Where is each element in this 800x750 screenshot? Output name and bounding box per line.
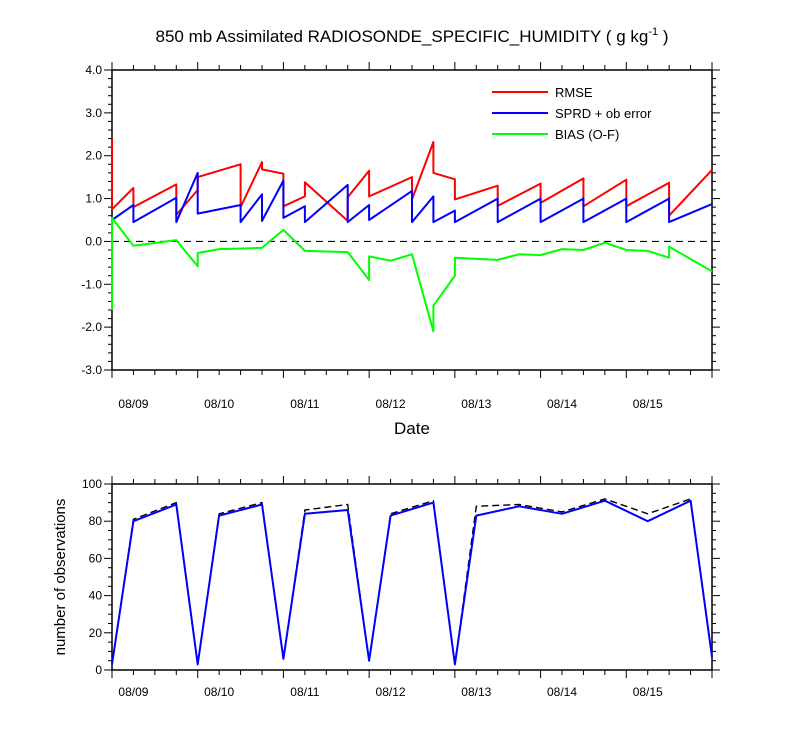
- x-tick-label: 08/11: [290, 685, 319, 699]
- y-tick-label: 3.0: [85, 106, 102, 120]
- x-tick-label: 08/14: [547, 397, 577, 411]
- legend-entry: BIAS (O-F): [555, 127, 619, 142]
- y-tick-label: -3.0: [81, 363, 102, 377]
- bias-series-line: [111, 216, 713, 333]
- x-tick-label: 08/09: [118, 397, 148, 411]
- y-tick-label: 0: [95, 663, 102, 677]
- x-tick-label: 08/12: [376, 685, 406, 699]
- y-tick-label: 2.0: [85, 149, 102, 163]
- x-tick-label: 08/15: [633, 685, 663, 699]
- sprd-ob-error-series-line: [111, 171, 713, 224]
- x-axis-label: Date: [394, 419, 430, 438]
- y-tick-label: 4.0: [85, 63, 102, 77]
- y-tick-label: 20: [89, 626, 103, 640]
- y-tick-label: 60: [89, 551, 103, 565]
- y-axis-label: number of observations: [52, 499, 69, 656]
- x-tick-label: 08/11: [290, 397, 319, 411]
- legend-entry: SPRD + ob error: [555, 106, 652, 121]
- y-tick-label: -1.0: [81, 277, 102, 291]
- x-tick-label: 08/13: [461, 397, 491, 411]
- legend: RMSE SPRD + ob error BIAS (O-F): [492, 85, 652, 142]
- y-tick-label: -2.0: [81, 320, 102, 334]
- x-tick-label: 08/10: [204, 685, 234, 699]
- x-tick-label: 08/12: [376, 397, 406, 411]
- y-tick-label: 100: [82, 477, 102, 491]
- chart-title: 850 mb Assimilated RADIOSONDE_SPECIFIC_H…: [156, 26, 669, 46]
- y-tick-label: 40: [89, 589, 103, 603]
- bottom-panel-observation-counts: 0 20 40 60 80 100 08/09 08/10 08/11 08/12 08/13 08/…: [52, 476, 720, 699]
- observations-assimilated-line: [111, 499, 713, 666]
- plot-frame: [111, 483, 713, 671]
- y-tick-label: 0.0: [85, 234, 102, 248]
- x-tick-label: 08/10: [204, 397, 234, 411]
- top-panel-humidity-stats: -3.0 -2.0 -1.0 0.0 1.0 2.0 3.0 4.0 08/09 08/10 08/…: [81, 62, 720, 438]
- x-tick-label: 08/15: [633, 397, 663, 411]
- y-tick-label: 1.0: [85, 192, 102, 206]
- y-tick-label: 80: [89, 514, 103, 528]
- x-tick-label: 08/13: [461, 685, 491, 699]
- x-tick-label: 08/09: [118, 685, 148, 699]
- legend-entry: RMSE: [555, 85, 593, 100]
- x-tick-label: 08/14: [547, 685, 577, 699]
